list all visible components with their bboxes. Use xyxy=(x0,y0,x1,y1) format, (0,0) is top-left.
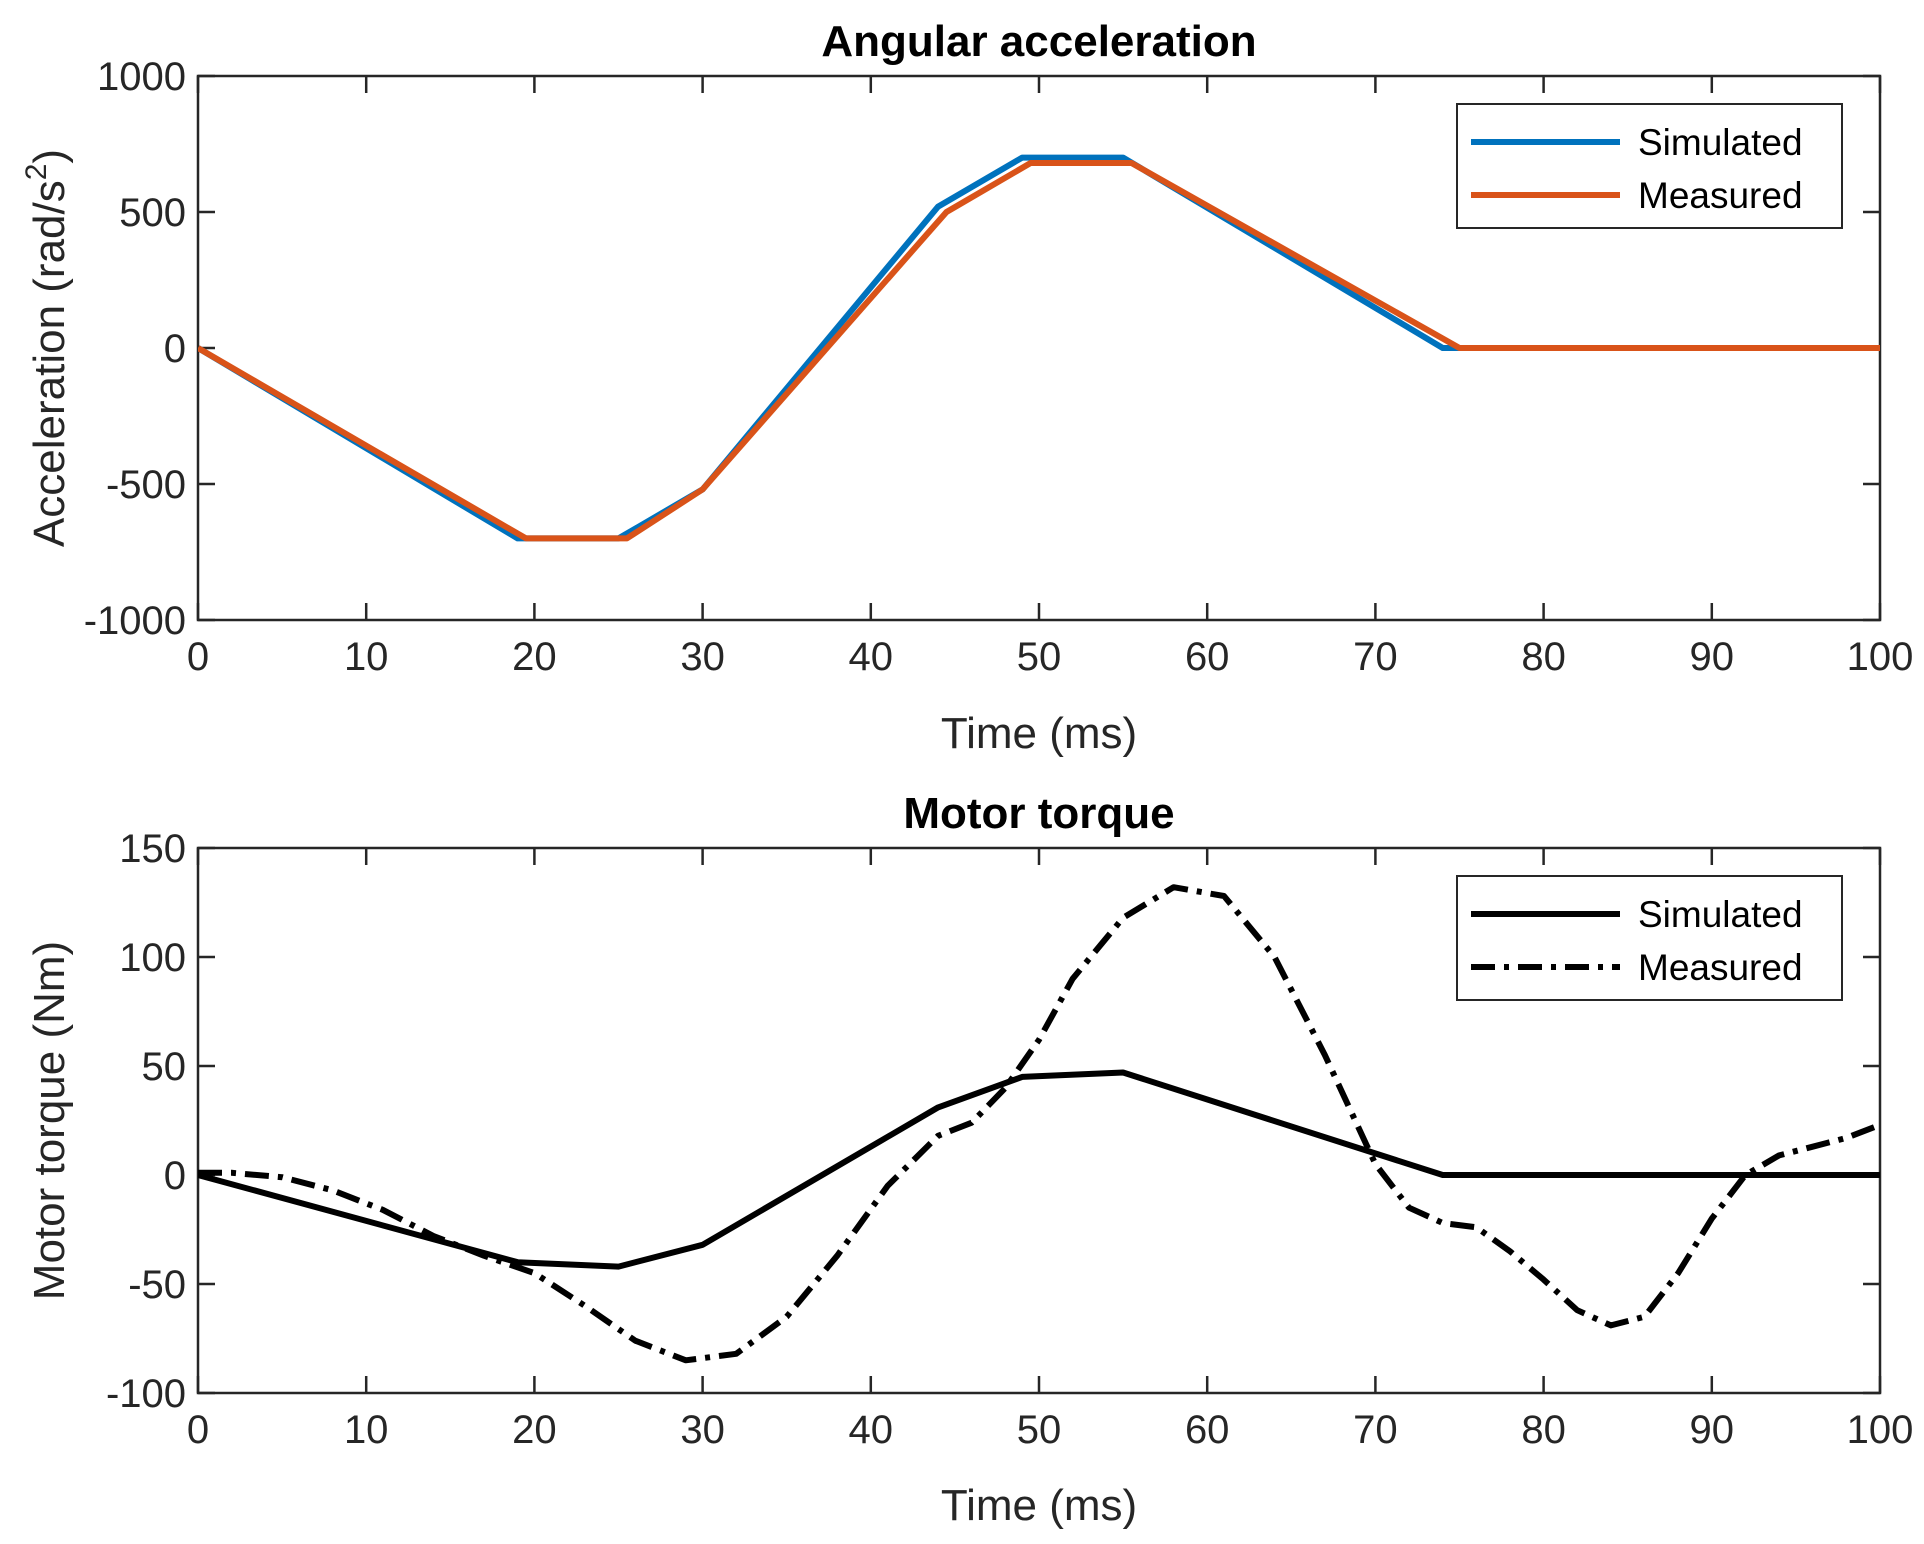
y-tick-label: 50 xyxy=(142,1045,187,1089)
y-tick-label: 1000 xyxy=(97,55,186,99)
y-axis-label: Acceleration (rad/s2) xyxy=(20,149,74,547)
y-tick-label: 150 xyxy=(119,827,186,871)
legend-label-simulated: Simulated xyxy=(1638,122,1803,163)
y-tick-label: -1000 xyxy=(84,599,186,643)
legend-box xyxy=(1456,875,1843,1001)
x-tick-label: 80 xyxy=(1521,635,1566,679)
x-tick-label: 20 xyxy=(512,1408,557,1452)
x-tick-label: 0 xyxy=(187,635,209,679)
y-tick-label: 500 xyxy=(119,191,186,235)
x-axis-label: Time (ms) xyxy=(941,1481,1137,1530)
x-tick-label: 70 xyxy=(1353,1408,1398,1452)
x-tick-label: 80 xyxy=(1521,1408,1566,1452)
x-tick-label: 20 xyxy=(512,635,557,679)
y-tick-label: 0 xyxy=(164,327,186,371)
chart-1: Angular acceleration 0 10 20 30 40 50 60 70 80 90 1… xyxy=(20,17,1913,758)
x-tick-label: 50 xyxy=(1017,635,1062,679)
series-line-simulated xyxy=(198,1069,1880,1270)
x-tick-label: 90 xyxy=(1690,635,1735,679)
x-axis-label: Time (ms) xyxy=(941,709,1137,758)
series-line-measured xyxy=(198,160,1880,542)
x-tick-label: 10 xyxy=(344,1408,389,1452)
x-tick-label: 70 xyxy=(1353,635,1398,679)
x-tick-label: 40 xyxy=(849,1408,894,1452)
x-tick-label: 60 xyxy=(1185,635,1230,679)
series-line-measured xyxy=(198,884,1880,1364)
chart-title: Angular acceleration xyxy=(821,17,1256,66)
x-tick-label: 90 xyxy=(1690,1408,1735,1452)
y-tick-label: -50 xyxy=(128,1263,186,1307)
y-tick-label: 0 xyxy=(164,1154,186,1198)
legend-label-measured: Measured xyxy=(1638,175,1803,216)
x-tick-label: 40 xyxy=(849,635,894,679)
legend: Simulated Measured xyxy=(1456,103,1843,229)
x-tick-label: 10 xyxy=(344,635,389,679)
y-tick-label: 100 xyxy=(119,936,186,980)
x-tick-label: 60 xyxy=(1185,1408,1230,1452)
x-tick-label: 50 xyxy=(1017,1408,1062,1452)
legend-box xyxy=(1456,103,1843,229)
x-tick-label: 100 xyxy=(1847,1408,1914,1452)
plot-area xyxy=(198,884,1880,1364)
x-tick-label: 30 xyxy=(680,1408,725,1452)
chart-title: Motor torque xyxy=(903,789,1174,838)
legend-label-simulated: Simulated xyxy=(1638,894,1803,935)
plot-area xyxy=(198,154,1880,542)
chart-2: Motor torque 0 10 20 30 40 50 60 70 80 90 100 -100 -5… xyxy=(25,789,1913,1530)
y-axis-label: Motor torque (Nm) xyxy=(25,941,74,1300)
y-tick-label: -500 xyxy=(106,463,186,507)
y-tick-label: -100 xyxy=(106,1372,186,1416)
x-tick-label: 100 xyxy=(1847,635,1914,679)
x-tick-label: 0 xyxy=(187,1408,209,1452)
legend: Simulated Measured xyxy=(1456,875,1843,1001)
legend-label-measured: Measured xyxy=(1638,947,1803,988)
x-tick-label: 30 xyxy=(680,635,725,679)
